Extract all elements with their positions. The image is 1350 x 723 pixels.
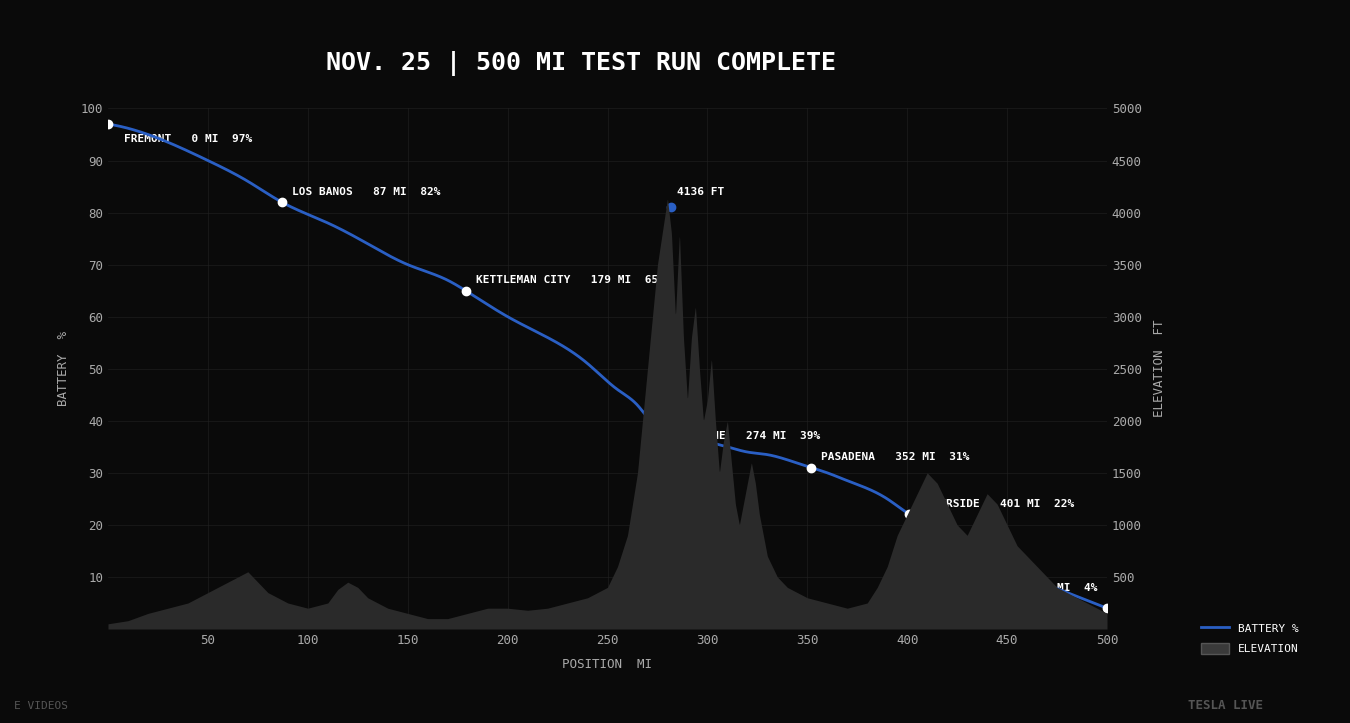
Text: TESLA LIVE: TESLA LIVE xyxy=(1188,698,1264,711)
Y-axis label: BATTERY  %: BATTERY % xyxy=(57,331,70,406)
Legend: BATTERY %, ELEVATION: BATTERY %, ELEVATION xyxy=(1195,617,1304,659)
Text: SAN DIEGO   500 MI  4%: SAN DIEGO 500 MI 4% xyxy=(949,583,1098,593)
Text: NOV. 25 | 500 MI TEST RUN COMPLETE: NOV. 25 | 500 MI TEST RUN COMPLETE xyxy=(325,51,836,76)
Text: 4136 FT: 4136 FT xyxy=(678,187,725,197)
Text: KETTLEMAN CITY   179 MI  65%: KETTLEMAN CITY 179 MI 65% xyxy=(475,275,664,286)
Text: E VIDEOS: E VIDEOS xyxy=(14,701,68,711)
X-axis label: POSITION  MI: POSITION MI xyxy=(563,658,652,671)
Text: RIVERSIDE   401 MI  22%: RIVERSIDE 401 MI 22% xyxy=(919,500,1075,509)
Text: PASADENA   352 MI  31%: PASADENA 352 MI 31% xyxy=(821,453,969,463)
Text: LOS BANOS   87 MI  82%: LOS BANOS 87 MI 82% xyxy=(292,187,440,197)
Text: FREMONT   0 MI  97%: FREMONT 0 MI 97% xyxy=(124,134,252,145)
Y-axis label: ELEVATION  FT: ELEVATION FT xyxy=(1153,320,1166,417)
Text: GRAPEVINE   274 MI  39%: GRAPEVINE 274 MI 39% xyxy=(666,431,821,441)
